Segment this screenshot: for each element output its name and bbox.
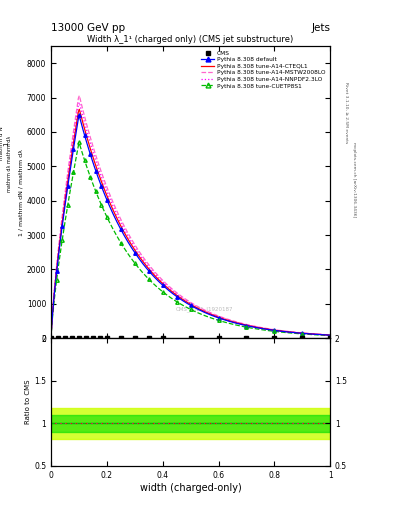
Bar [51, 415, 330, 432]
Text: 13000 GeV pp: 13000 GeV pp [51, 23, 125, 33]
Text: mathrm dλ mathrm dλ: mathrm dλ mathrm dλ [7, 136, 12, 192]
X-axis label: width (charged-only): width (charged-only) [140, 482, 241, 493]
Text: mathrm d²N: mathrm d²N [0, 126, 4, 160]
Y-axis label: Ratio to CMS: Ratio to CMS [25, 380, 31, 424]
Y-axis label: 1 / mathrm dN / mathrm dλ: 1 / mathrm dN / mathrm dλ [19, 148, 24, 236]
Text: Jets: Jets [311, 23, 330, 33]
Bar [51, 408, 330, 439]
Title: Width λ_1¹ (charged only) (CMS jet substructure): Width λ_1¹ (charged only) (CMS jet subst… [88, 35, 294, 44]
Legend: CMS, Pythia 8.308 default, Pythia 8.308 tune-A14-CTEQL1, Pythia 8.308 tune-A14-M: CMS, Pythia 8.308 default, Pythia 8.308 … [200, 49, 327, 90]
Text: 1: 1 [3, 141, 9, 145]
Text: CMS_2021_I1920187: CMS_2021_I1920187 [176, 306, 233, 312]
Text: Rivet 3.1.10, ≥ 2.5M events: Rivet 3.1.10, ≥ 2.5M events [344, 82, 348, 143]
Text: mcplots.cern.ch [arXiv:1306.3436]: mcplots.cern.ch [arXiv:1306.3436] [352, 142, 356, 217]
